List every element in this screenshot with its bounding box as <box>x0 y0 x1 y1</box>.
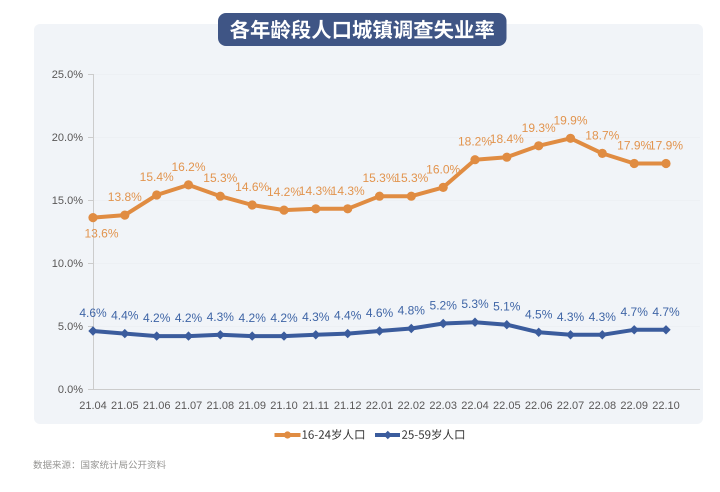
svg-text:14.3%: 14.3% <box>299 184 333 198</box>
svg-text:4.3%: 4.3% <box>207 310 235 324</box>
svg-text:21.04: 21.04 <box>79 400 107 412</box>
svg-text:21.08: 21.08 <box>207 400 235 412</box>
svg-text:5.3%: 5.3% <box>461 297 489 311</box>
svg-text:4.2%: 4.2% <box>239 311 267 325</box>
svg-text:21.10: 21.10 <box>270 400 298 412</box>
svg-text:4.3%: 4.3% <box>302 310 330 324</box>
svg-text:22.06: 22.06 <box>525 400 553 412</box>
svg-text:4.6%: 4.6% <box>79 306 107 320</box>
svg-text:22.09: 22.09 <box>620 400 648 412</box>
svg-text:22.07: 22.07 <box>557 400 585 412</box>
svg-text:10.0%: 10.0% <box>52 258 83 270</box>
svg-text:22.03: 22.03 <box>429 400 457 412</box>
svg-text:15.0%: 15.0% <box>52 195 83 207</box>
svg-text:15.4%: 15.4% <box>140 170 174 184</box>
svg-text:22.08: 22.08 <box>589 400 617 412</box>
svg-text:13.8%: 13.8% <box>108 190 142 204</box>
svg-text:5.2%: 5.2% <box>430 299 458 313</box>
svg-text:22.05: 22.05 <box>493 400 521 412</box>
svg-text:14.3%: 14.3% <box>331 184 365 198</box>
svg-text:15.3%: 15.3% <box>203 171 237 185</box>
svg-text:22.10: 22.10 <box>652 400 680 412</box>
svg-text:21.07: 21.07 <box>175 400 203 412</box>
svg-text:4.3%: 4.3% <box>557 310 585 324</box>
svg-text:15.3%: 15.3% <box>394 171 428 185</box>
svg-text:4.4%: 4.4% <box>111 309 139 323</box>
svg-text:18.2%: 18.2% <box>458 135 492 149</box>
svg-text:16.2%: 16.2% <box>171 160 205 174</box>
svg-text:17.9%: 17.9% <box>649 139 683 153</box>
svg-text:4.4%: 4.4% <box>334 309 362 323</box>
svg-text:17.9%: 17.9% <box>617 139 651 153</box>
svg-text:13.6%: 13.6% <box>84 227 118 241</box>
svg-text:4.7%: 4.7% <box>621 305 649 319</box>
svg-text:4.5%: 4.5% <box>525 307 553 321</box>
svg-text:4.2%: 4.2% <box>175 311 203 325</box>
svg-text:4.7%: 4.7% <box>652 305 680 319</box>
svg-text:19.9%: 19.9% <box>553 113 587 127</box>
svg-text:14.6%: 14.6% <box>235 180 269 194</box>
svg-text:21.09: 21.09 <box>238 400 266 412</box>
svg-text:14.2%: 14.2% <box>267 185 301 199</box>
svg-text:4.2%: 4.2% <box>270 311 298 325</box>
svg-text:25.0%: 25.0% <box>52 69 83 81</box>
svg-text:5.0%: 5.0% <box>58 321 83 333</box>
svg-text:0.0%: 0.0% <box>58 384 83 396</box>
svg-text:22.01: 22.01 <box>366 400 394 412</box>
svg-text:15.3%: 15.3% <box>362 171 396 185</box>
svg-text:21.05: 21.05 <box>111 400 139 412</box>
svg-text:21.12: 21.12 <box>334 400 362 412</box>
svg-text:21.11: 21.11 <box>302 400 329 412</box>
svg-text:22.02: 22.02 <box>398 400 426 412</box>
svg-text:4.3%: 4.3% <box>589 310 617 324</box>
svg-text:22.04: 22.04 <box>461 400 489 412</box>
svg-text:4.2%: 4.2% <box>143 311 171 325</box>
svg-text:5.1%: 5.1% <box>493 300 521 314</box>
svg-text:16.0%: 16.0% <box>426 162 460 176</box>
svg-text:4.6%: 4.6% <box>366 306 394 320</box>
svg-text:18.4%: 18.4% <box>490 132 524 146</box>
svg-text:4.8%: 4.8% <box>398 304 426 318</box>
svg-text:21.06: 21.06 <box>143 400 171 412</box>
svg-text:19.3%: 19.3% <box>522 121 556 135</box>
svg-text:20.0%: 20.0% <box>52 132 83 144</box>
svg-text:18.7%: 18.7% <box>585 128 619 142</box>
